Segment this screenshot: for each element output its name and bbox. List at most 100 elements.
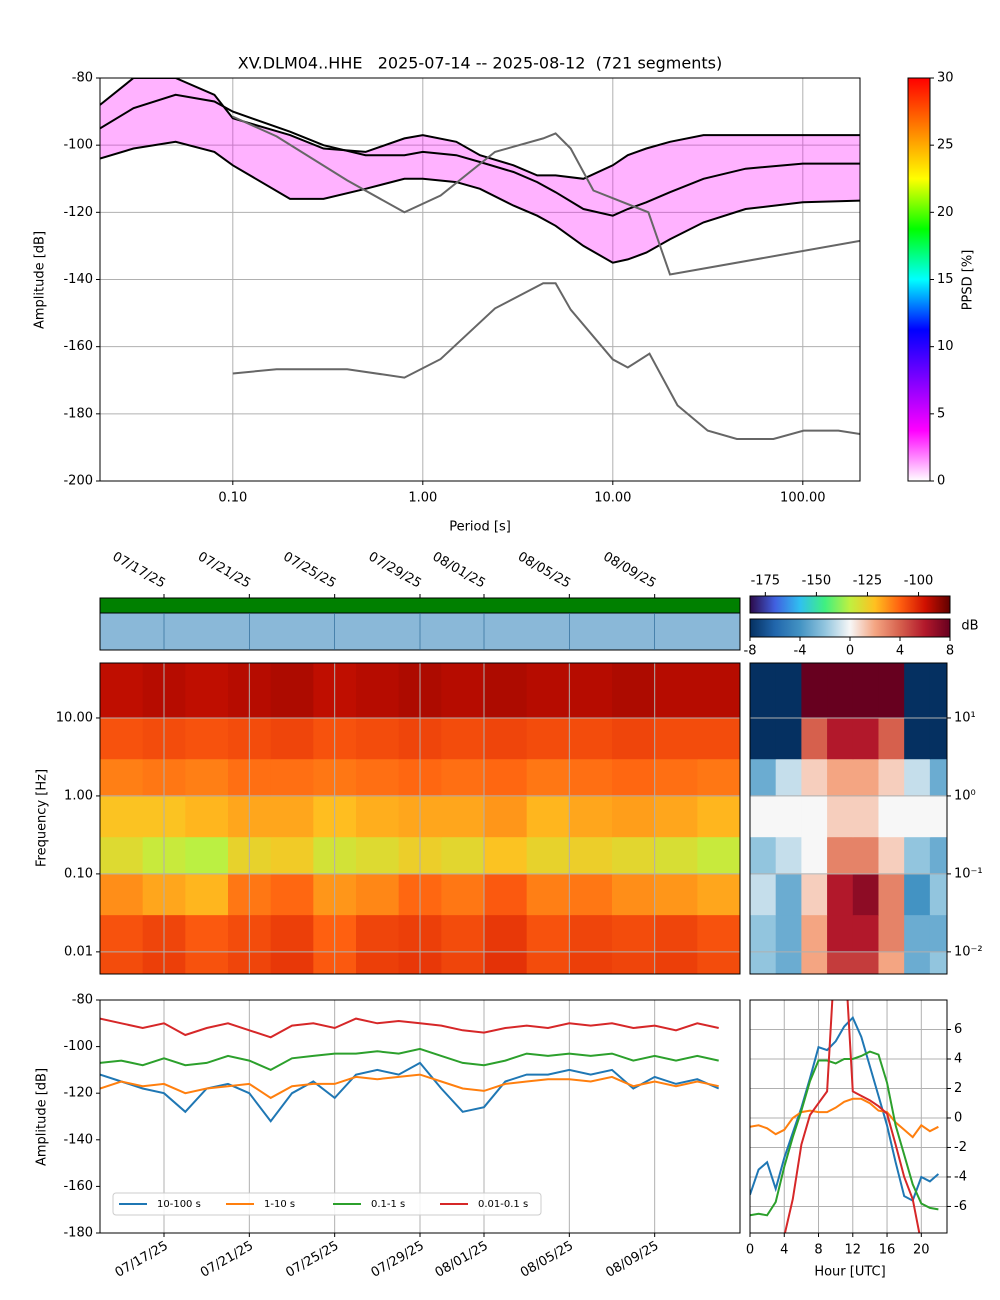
y-tick-label: -80 xyxy=(72,993,93,1008)
heat-cell xyxy=(775,758,802,797)
heat-cell xyxy=(775,795,802,838)
heat-cell xyxy=(801,758,828,797)
heat-cell xyxy=(185,873,229,916)
heat-cell xyxy=(612,758,656,797)
series-line xyxy=(232,115,860,276)
heat-cell xyxy=(801,914,828,953)
heat-cell xyxy=(904,758,931,797)
heat-cell xyxy=(904,717,931,760)
heat-cell xyxy=(569,758,613,797)
heat-cell xyxy=(185,914,229,953)
heat-cell xyxy=(100,951,144,974)
y-tick-label: -200 xyxy=(63,474,93,489)
heat-cell xyxy=(569,663,613,719)
series-line xyxy=(100,140,860,264)
heat-cell xyxy=(100,663,144,719)
colorbar-tick-label: 8 xyxy=(946,644,954,659)
legend-label: 0.1-1 s xyxy=(371,1199,405,1210)
heat-cell xyxy=(852,663,879,719)
heat-cell xyxy=(356,795,400,838)
heat-cell xyxy=(827,795,854,838)
density-band xyxy=(100,78,860,263)
heat-cell xyxy=(270,873,314,916)
x-tick-label: 16 xyxy=(879,1243,896,1258)
heat-cell xyxy=(827,914,854,953)
series-line xyxy=(750,1050,939,1217)
heat-cell xyxy=(441,758,485,797)
series-line xyxy=(750,1097,939,1139)
heat-cell xyxy=(801,663,828,719)
heat-cell xyxy=(878,663,905,719)
y-axis-label: Frequency [Hz] xyxy=(35,769,50,867)
heat-cell xyxy=(878,758,905,797)
heat-cell xyxy=(801,717,828,760)
heat-cell xyxy=(484,795,528,838)
heat-cell xyxy=(484,873,528,916)
heat-cell xyxy=(612,836,656,875)
series-line xyxy=(100,1047,719,1072)
heat-cell xyxy=(852,873,879,916)
heat-cell xyxy=(929,951,947,974)
heat-cell xyxy=(750,795,777,838)
heat-cell xyxy=(801,873,828,916)
y-tick-label: -180 xyxy=(63,1226,93,1241)
heat-cell xyxy=(750,717,777,760)
y-tick-label: 1.00 xyxy=(64,788,93,803)
colorbar xyxy=(749,618,951,638)
heat-cell xyxy=(929,795,947,838)
series-line xyxy=(232,282,860,440)
heat-cell xyxy=(654,836,698,875)
heat-cell xyxy=(356,836,400,875)
heat-cell xyxy=(612,663,656,719)
series-line xyxy=(100,1061,720,1123)
colorbar-tick-label: -125 xyxy=(853,574,883,589)
heat-cell xyxy=(929,663,947,719)
y-axis-label: Amplitude [dB] xyxy=(33,231,48,329)
series-line xyxy=(100,93,860,217)
heat-cell xyxy=(441,873,485,916)
heat-cell xyxy=(484,717,528,760)
y-tick-label: 10⁻¹ xyxy=(954,866,983,881)
heat-cell xyxy=(612,951,656,974)
heat-cell xyxy=(612,873,656,916)
heat-cell xyxy=(270,914,314,953)
y-tick-label: -140 xyxy=(63,1132,93,1147)
heat-cell xyxy=(484,663,528,719)
heat-cell xyxy=(904,873,931,916)
y-tick-label: -120 xyxy=(63,1086,93,1101)
plot-area xyxy=(100,663,740,974)
heat-cell xyxy=(441,717,485,760)
x-tick-label: 8 xyxy=(814,1243,822,1258)
heat-cell xyxy=(654,758,698,797)
heat-cell xyxy=(356,873,400,916)
heat-cell xyxy=(852,717,879,760)
y-tick-label: -4 xyxy=(954,1169,967,1184)
heat-cell xyxy=(526,951,570,974)
heat-cell xyxy=(775,914,802,953)
heat-cell xyxy=(750,836,777,875)
heat-cell xyxy=(904,836,931,875)
heat-cell xyxy=(878,795,905,838)
heat-cell xyxy=(697,873,740,916)
colorbar-tick-label: -175 xyxy=(751,574,781,589)
series-line xyxy=(100,1017,719,1039)
heat-cell xyxy=(697,914,740,953)
data-availability-bar xyxy=(100,598,740,613)
plot-area xyxy=(100,1000,720,1233)
heat-cell xyxy=(904,951,931,974)
plot-area xyxy=(750,663,947,974)
plot-area xyxy=(750,1000,947,1233)
heat-cell xyxy=(929,758,947,797)
heat-cell xyxy=(526,795,570,838)
heat-cell xyxy=(356,717,400,760)
heat-cell xyxy=(356,663,400,719)
x-tick-label: 20 xyxy=(913,1243,930,1258)
y-tick-label: 10⁻² xyxy=(954,944,983,959)
heat-cell xyxy=(775,717,802,760)
x-tick-label: 1.00 xyxy=(408,491,437,506)
heat-cell xyxy=(750,758,777,797)
heat-cell xyxy=(827,873,854,916)
heat-cell xyxy=(750,873,777,916)
heat-cell xyxy=(100,717,144,760)
